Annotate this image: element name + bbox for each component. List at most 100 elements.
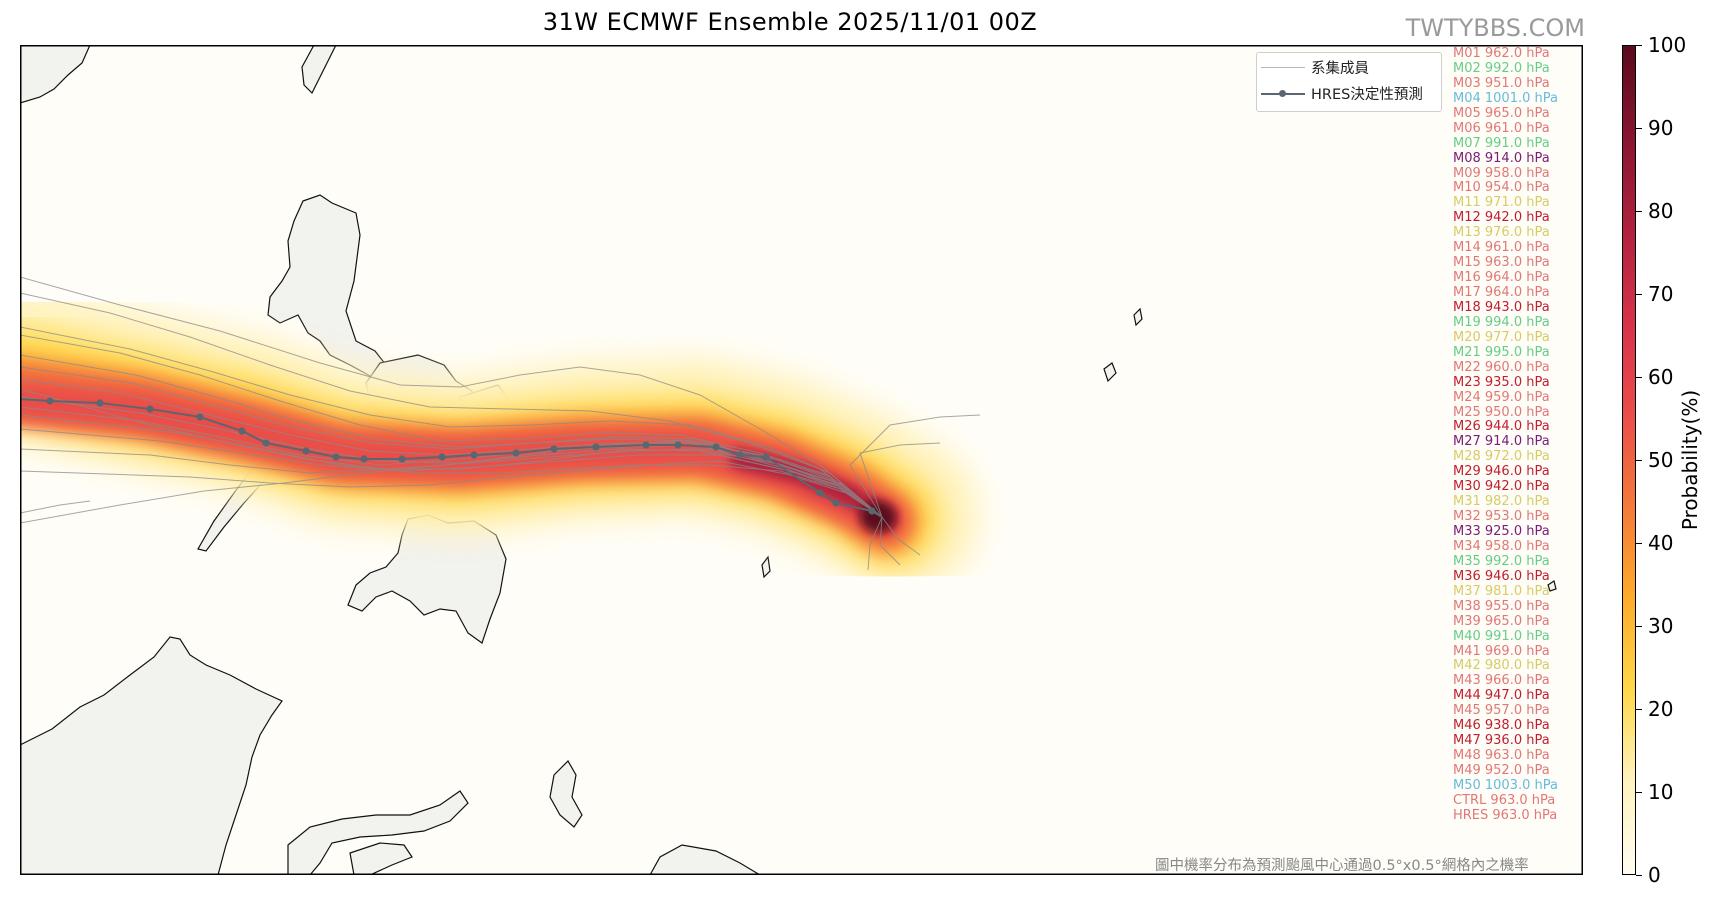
member-track [20,276,883,518]
swath-peak [860,501,896,533]
palau-land [761,555,771,579]
colorbar-label: Probability(%) [1678,389,1702,531]
colorbar-tick-label: 0 [1648,863,1661,887]
member-pressure-entry: M14 961.0 hPa [1453,240,1550,256]
member-track [20,354,883,518]
map-frame [20,45,1583,875]
member-pressure-entry: M50 1003.0 hPa [1453,777,1558,793]
colorbar-tick-label: 20 [1648,697,1674,721]
member-pressure-entry: M44 947.0 hPa [1453,688,1550,704]
member-pressure-entry: M46 938.0 hPa [1453,718,1550,734]
member-pressure-entry: M48 963.0 hPa [1453,748,1550,764]
colorbar-ticks: 0 10 20 30 40 50 60 70 80 90 100 [1636,33,1686,887]
member-pressure-entry: M33 925.0 hPa [1453,524,1550,539]
member-pressure-entry: M19 994.0 hPa [1453,314,1550,330]
member-track [849,414,981,518]
member-pressure-entry: M49 952.0 hPa [1453,763,1550,778]
marianas-island-2 [1103,362,1117,383]
member-pressure-entry: M10 954.0 hPa [1453,180,1550,196]
legend-hres-row: HRES決定性預測 [1257,83,1423,103]
member-pressure-entry: M35 992.0 hPa [1453,553,1550,569]
colorbar-tick-label: 60 [1648,365,1674,389]
colorbar-tick-label: 80 [1648,199,1674,223]
member-pressure-entry: M13 976.0 hPa [1453,225,1550,241]
member-pressure-entry: M09 958.0 hPa [1453,165,1550,181]
member-track [20,396,883,518]
member-track [859,442,941,518]
member-pressure-entry: M29 946.0 hPa [1453,464,1550,480]
member-pressure-entry: M04 1001.0 hPa [1453,90,1558,106]
sulawesi-land [287,790,469,875]
legend-members-row: 系集成員 [1257,57,1369,77]
colorbar-tick-label: 50 [1648,448,1674,472]
colorbar-tick-label: 10 [1648,780,1674,804]
colorbar-tick-label: 70 [1648,282,1674,306]
colorbar [1622,45,1636,875]
luzon-land [267,194,387,378]
member-pressure-entry: M07 991.0 hPa [1453,135,1550,151]
member-pressure-entry: M28 972.0 hPa [1453,449,1550,465]
member-track [867,516,883,571]
member-pressure-entry: M11 971.0 hPa [1453,195,1550,211]
member-pressure-entry: M03 951.0 hPa [1453,75,1550,91]
member-pressure-entry: HRES 963.0 hPa [1453,807,1558,823]
member-pressure-entry: M23 935.0 hPa [1453,374,1550,390]
member-track [20,334,883,518]
legend-members-line-icon [1261,57,1305,77]
member-pressure-entry: M01 962.0 hPa [1453,46,1550,61]
map-title: 31W ECMWF Ensemble 2025/11/01 00Z [542,8,1038,36]
member-pressure-entry: M32 953.0 hPa [1453,509,1550,525]
member-pressure-entry: M47 936.0 hPa [1453,733,1550,749]
member-pressure-entry: M42 980.0 hPa [1453,658,1550,674]
member-pressure-entry: M20 977.0 hPa [1453,329,1550,345]
legend-members-label: 系集成員 [1311,60,1369,77]
member-pressure-entry: M16 964.0 hPa [1453,270,1550,286]
footnote: 圖中機率分布為預測颱風中心通過0.5°x0.5°網格內之機率 [1155,858,1529,874]
member-pressure-entry: M43 966.0 hPa [1453,673,1550,689]
member-track [20,388,883,518]
member-track [20,366,883,518]
member-pressure-entry: M06 961.0 hPa [1453,120,1550,136]
member-pressure-entry: M34 958.0 hPa [1453,538,1550,554]
member-track [881,516,921,556]
watermark: TWTYBBS.COM [1405,14,1585,42]
member-track [20,500,91,514]
hres-points [46,397,876,515]
colorbar-tick-label: 100 [1648,33,1687,57]
member-pressure-list: M01 962.0 hPa M02 992.0 hPa M03 951.0 hPa M… [1453,46,1558,824]
track-probability-map [20,45,1583,875]
member-track [879,516,901,566]
marianas-island-1 [1133,307,1143,327]
member-pressure-entry: M36 946.0 hPa [1453,568,1550,584]
member-track [20,292,883,518]
track-legend: 系集成員 HRES決定性預測 [1256,52,1442,112]
member-pressure-entry: M17 964.0 hPa [1453,285,1550,300]
member-track [20,326,883,518]
member-pressure-entry: M26 944.0 hPa [1453,419,1550,435]
member-pressure-entry: M22 960.0 hPa [1453,359,1550,375]
member-track [20,428,883,518]
borneo-land [20,636,283,875]
member-pressure-entry: CTRL 963.0 hPa [1453,792,1556,808]
member-pressure-entry: M27 914.0 hPa [1453,434,1550,450]
member-pressure-entry: M05 965.0 hPa [1453,105,1550,121]
taiwan-land [301,45,337,95]
colorbar-tick-label: 30 [1648,614,1674,638]
member-pressure-entry: M45 957.0 hPa [1453,703,1550,719]
member-pressure-entry: M25 950.0 hPa [1453,404,1550,420]
member-track [20,448,883,518]
member-pressure-entry: M30 942.0 hPa [1453,479,1550,495]
member-pressure-entry: M39 965.0 hPa [1453,613,1550,629]
colorbar-tick-label: 40 [1648,531,1674,555]
colorbar-tick-label: 90 [1648,116,1674,140]
halmahera-land [549,760,583,828]
sulawesi-east-land [349,842,413,875]
legend-hres-label: HRES決定性預測 [1311,86,1423,103]
member-pressure-entry: M02 992.0 hPa [1453,60,1550,76]
hres-track [20,397,883,518]
member-pressure-entry: M31 982.0 hPa [1453,494,1550,510]
member-pressure-entry: M37 981.0 hPa [1453,583,1550,599]
member-pressure-entry: M12 942.0 hPa [1453,210,1550,226]
new-guinea-land [649,844,762,875]
member-pressure-entry: M21 995.0 hPa [1453,344,1550,360]
